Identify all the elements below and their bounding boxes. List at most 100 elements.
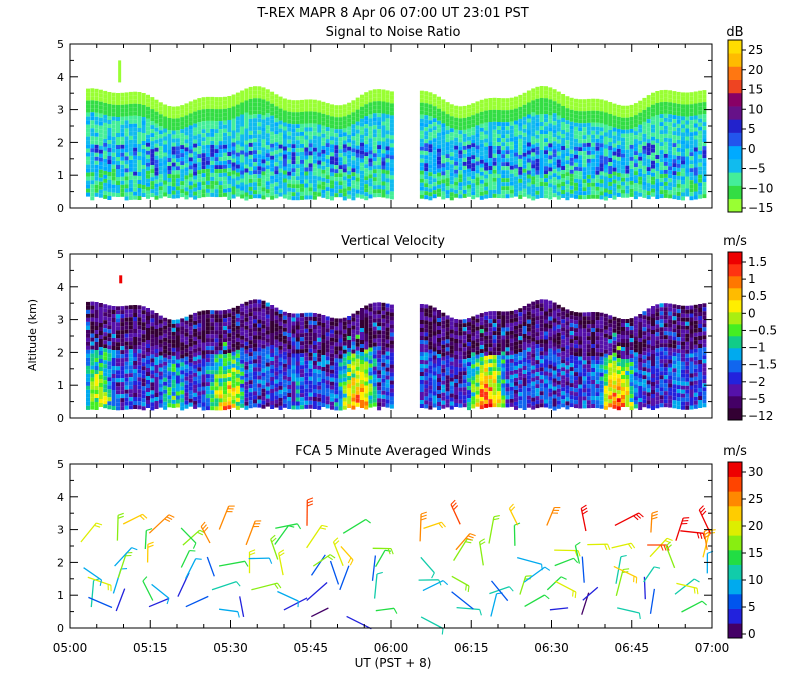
data-cell [86, 176, 90, 181]
data-cell [265, 153, 270, 158]
data-cell [347, 122, 352, 127]
data-cell [116, 117, 120, 121]
data-cell [509, 177, 514, 182]
data-cell [578, 179, 583, 184]
data-cell [300, 393, 304, 398]
data-cell [291, 172, 296, 177]
data-cell [175, 351, 180, 356]
data-cell [681, 156, 685, 161]
data-cell [261, 103, 266, 108]
colorbar-swatch [728, 40, 742, 54]
data-cell [137, 357, 142, 362]
data-cell [223, 362, 227, 367]
data-cell [270, 103, 275, 108]
data-cell [223, 140, 227, 145]
data-cell [441, 183, 446, 188]
data-cell [235, 136, 240, 141]
data-cell [231, 315, 236, 320]
data-cell [107, 168, 112, 172]
data-cell [381, 113, 386, 118]
data-cell [261, 147, 266, 152]
data-cell [205, 366, 210, 371]
data-cell [175, 158, 180, 163]
data-cell [120, 382, 125, 387]
data-cell [137, 144, 142, 148]
data-cell [154, 381, 159, 385]
data-cell [158, 194, 163, 199]
data-cell [330, 164, 334, 169]
data-cell [578, 167, 583, 172]
data-cell [133, 373, 138, 377]
data-cell [265, 326, 270, 331]
data-cell [437, 96, 441, 101]
data-cell [599, 155, 604, 160]
data-cell [612, 195, 617, 200]
data-cell [372, 177, 377, 182]
data-cell [668, 110, 673, 115]
data-cell [231, 371, 236, 376]
data-cell [599, 151, 604, 156]
data-cell [638, 136, 643, 141]
data-cell [372, 193, 377, 198]
data-cell [141, 366, 146, 371]
data-cell [223, 334, 227, 339]
data-cell [111, 342, 116, 346]
data-cell [467, 188, 471, 193]
data-cell [561, 178, 566, 182]
data-cell [441, 179, 446, 184]
data-cell [111, 386, 116, 390]
data-cell [471, 115, 476, 120]
data-cell [603, 132, 608, 137]
data-cell [146, 308, 150, 312]
data-cell [210, 310, 215, 315]
data-cell [248, 174, 253, 179]
data-cell [128, 317, 133, 322]
data-cell [300, 337, 304, 342]
data-cell [287, 405, 292, 409]
data-cell [278, 389, 283, 394]
data-cell [586, 158, 591, 163]
data-cell [676, 143, 681, 148]
data-cell [133, 151, 138, 156]
data-cell [257, 146, 262, 151]
data-cell [295, 128, 300, 133]
data-cell [685, 136, 690, 141]
data-cell [574, 138, 578, 143]
data-cell [287, 345, 292, 349]
data-cell [698, 106, 703, 111]
data-cell [201, 193, 206, 198]
data-cell [531, 152, 536, 157]
data-cell [248, 316, 253, 321]
data-cell [300, 345, 304, 350]
data-cell [676, 107, 681, 112]
data-cell [86, 349, 90, 354]
data-cell [107, 345, 112, 350]
data-cell [467, 116, 471, 121]
data-cell [274, 367, 279, 372]
data-cell [214, 117, 219, 122]
data-cell [702, 98, 707, 103]
data-cell [278, 156, 283, 161]
data-cell [578, 139, 583, 144]
data-cell [522, 148, 527, 153]
data-cell [94, 124, 99, 129]
data-cell [287, 115, 292, 120]
data-cell [86, 321, 90, 326]
data-cell [638, 104, 643, 109]
data-cell [565, 168, 570, 173]
panel1-title: Signal to Noise Ratio [326, 25, 461, 40]
data-cell [158, 327, 163, 332]
data-cell [270, 369, 275, 373]
data-cell [437, 192, 441, 197]
data-cell [381, 181, 386, 186]
data-cell [591, 130, 596, 135]
data-cell [467, 120, 471, 125]
data-cell [501, 178, 506, 183]
data-cell [509, 165, 514, 170]
data-cell [389, 143, 394, 148]
data-cell [638, 180, 643, 185]
data-cell [116, 394, 120, 399]
data-cell [244, 152, 249, 157]
data-cell [608, 162, 613, 166]
data-cell [171, 363, 176, 368]
